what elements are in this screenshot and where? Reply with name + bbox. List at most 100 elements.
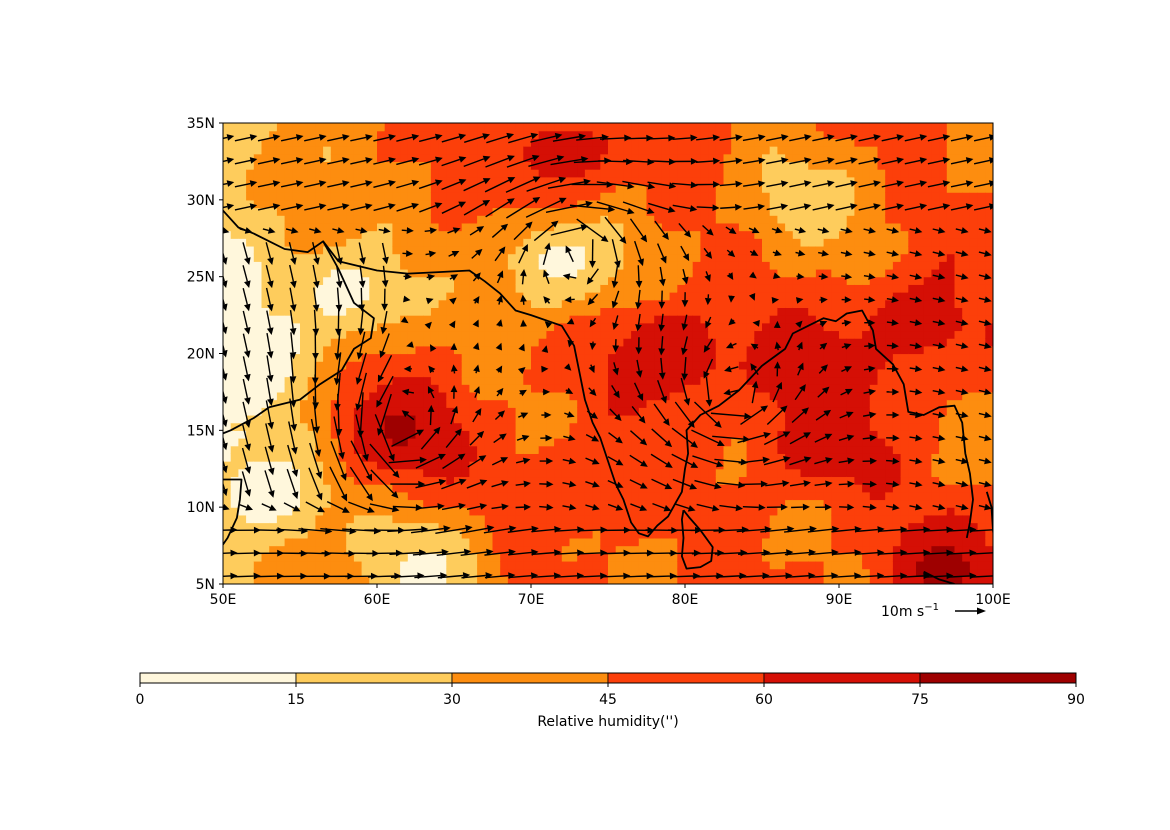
humidity-cell <box>307 192 316 201</box>
humidity-cell <box>600 222 609 232</box>
humidity-cell <box>777 330 786 339</box>
humidity-cell <box>723 430 732 439</box>
humidity-cell <box>346 222 355 232</box>
humidity-cell <box>646 138 655 147</box>
humidity-cell <box>577 368 586 378</box>
humidity-cell <box>731 299 740 308</box>
humidity-cell <box>723 276 732 285</box>
humidity-cell <box>538 530 547 539</box>
humidity-cell <box>238 299 247 308</box>
humidity-cell <box>284 422 293 431</box>
humidity-cell <box>477 353 486 362</box>
humidity-cell <box>523 315 532 324</box>
humidity-cell <box>631 476 640 485</box>
humidity-cell <box>538 130 547 139</box>
humidity-cell <box>523 307 532 316</box>
humidity-cell <box>515 268 524 278</box>
humidity-cell <box>307 207 316 216</box>
humidity-cell <box>484 276 494 285</box>
humidity-cell <box>600 368 609 378</box>
humidity-cell <box>223 245 232 255</box>
humidity-cell <box>515 276 524 285</box>
humidity-cell <box>346 576 355 584</box>
humidity-cell <box>754 568 763 577</box>
humidity-cell <box>731 453 740 462</box>
humidity-cell <box>330 384 340 393</box>
humidity-cell <box>846 576 855 584</box>
humidity-cell <box>461 384 470 393</box>
humidity-cell <box>700 553 709 562</box>
humidity-cell <box>300 514 309 524</box>
humidity-cell <box>661 284 671 293</box>
humidity-cell <box>469 192 478 201</box>
humidity-cell <box>839 530 848 539</box>
humidity-cell <box>608 292 617 301</box>
humidity-cell <box>454 453 463 462</box>
humidity-cell <box>800 123 809 132</box>
humidity-cell <box>454 322 463 332</box>
humidity-cell <box>523 292 532 301</box>
humidity-cell <box>785 123 794 132</box>
humidity-cell <box>392 322 401 332</box>
humidity-cell <box>769 169 778 178</box>
humidity-cell <box>292 414 301 424</box>
humidity-cell <box>323 184 332 193</box>
humidity-cell <box>715 453 725 462</box>
humidity-cell <box>300 238 309 247</box>
humidity-cell <box>584 261 594 270</box>
humidity-cell <box>839 161 848 170</box>
humidity-cell <box>300 253 309 262</box>
humidity-cell <box>415 253 424 262</box>
humidity-cell <box>438 307 447 316</box>
humidity-cell <box>276 368 286 378</box>
humidity-cell <box>269 514 278 524</box>
humidity-cell <box>238 292 247 301</box>
humidity-cell <box>800 568 809 577</box>
humidity-cell <box>315 391 324 401</box>
humidity-cell <box>785 545 794 554</box>
humidity-cell <box>862 507 871 516</box>
humidity-cell <box>762 391 771 401</box>
humidity-cell <box>700 491 709 501</box>
humidity-cell <box>377 199 386 209</box>
humidity-cell <box>661 453 671 462</box>
humidity-cell <box>785 222 794 232</box>
humidity-cell <box>754 253 763 262</box>
humidity-cell <box>246 315 255 324</box>
humidity-cell <box>792 276 802 285</box>
humidity-cell <box>269 284 278 293</box>
humidity-cell <box>715 430 725 439</box>
humidity-cell <box>769 338 778 347</box>
humidity-cell <box>615 430 624 439</box>
humidity-cell <box>677 476 686 485</box>
humidity-cell <box>592 545 601 554</box>
humidity-cell <box>384 261 393 270</box>
humidity-cell <box>746 169 755 178</box>
humidity-cell <box>685 499 694 508</box>
humidity-cell <box>654 453 663 462</box>
humidity-cell <box>276 384 286 393</box>
humidity-cell <box>223 284 232 293</box>
humidity-cell <box>307 353 316 362</box>
humidity-cell <box>800 330 809 339</box>
humidity-cell <box>438 461 447 470</box>
humidity-cell <box>823 184 832 193</box>
humidity-cell <box>577 353 586 362</box>
humidity-cell <box>269 422 278 431</box>
humidity-cell <box>292 169 301 178</box>
humidity-cell <box>531 553 540 562</box>
humidity-cell <box>500 192 509 201</box>
humidity-cell <box>554 453 563 462</box>
humidity-cell <box>223 545 232 554</box>
humidity-cell <box>253 322 263 332</box>
humidity-cell <box>777 353 786 362</box>
humidity-cell <box>384 192 393 201</box>
humidity-cell <box>831 222 840 232</box>
humidity-cell <box>338 545 347 554</box>
humidity-cell <box>762 276 771 285</box>
humidity-cell <box>330 184 340 193</box>
humidity-cell <box>823 514 832 524</box>
humidity-cell <box>361 514 370 524</box>
humidity-cell <box>384 453 393 462</box>
humidity-cell <box>323 438 332 447</box>
